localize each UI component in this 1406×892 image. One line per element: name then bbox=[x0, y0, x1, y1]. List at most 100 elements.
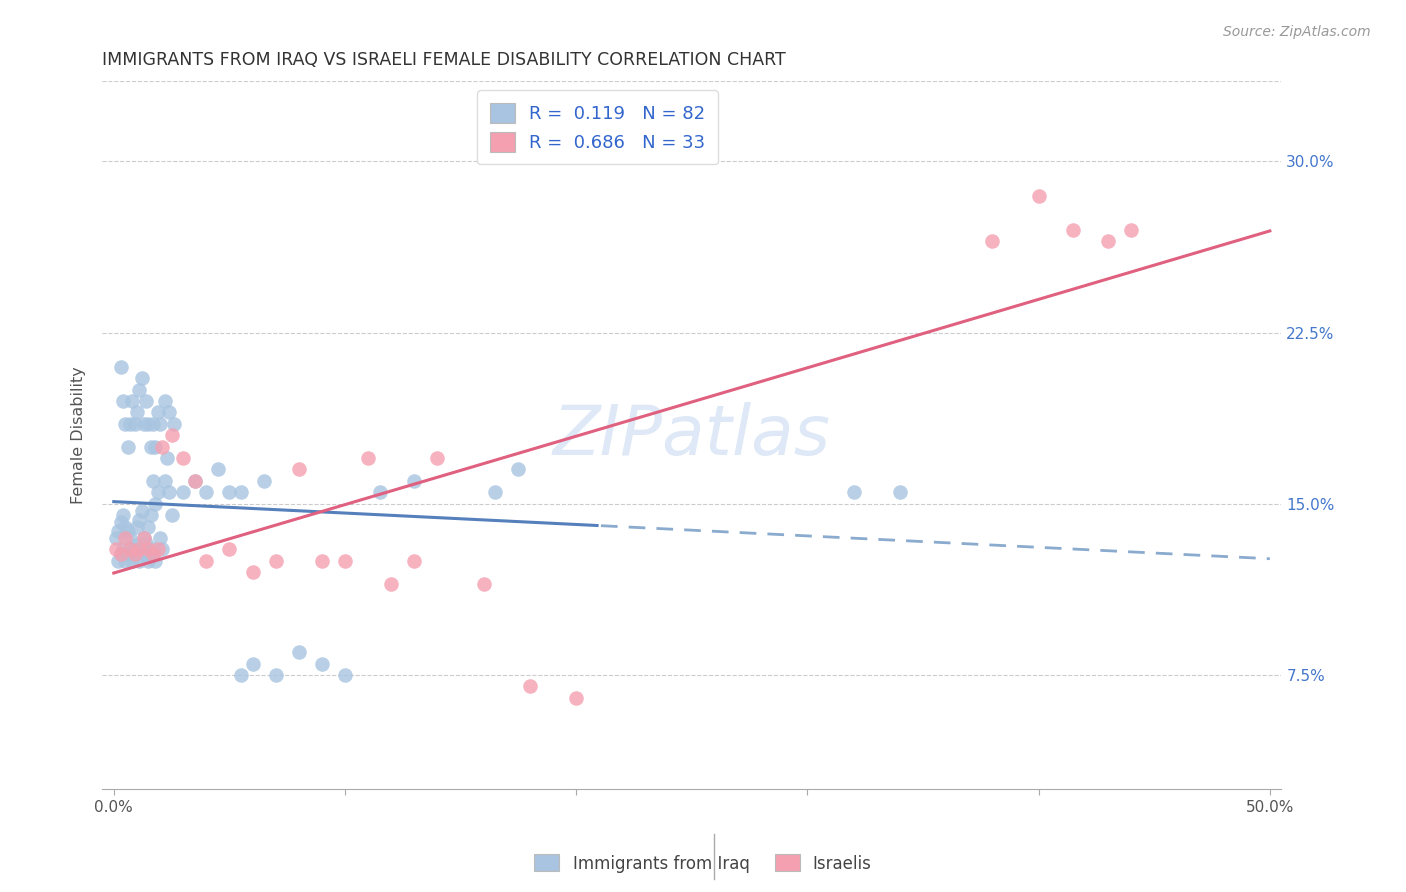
Point bbox=[333, 554, 356, 568]
Point bbox=[195, 485, 218, 500]
Point bbox=[150, 542, 173, 557]
Legend: R =  0.119   N = 82, R =  0.686   N = 33: R = 0.119 N = 82, R = 0.686 N = 33 bbox=[477, 90, 718, 164]
Point bbox=[153, 474, 176, 488]
Point bbox=[472, 576, 495, 591]
Point bbox=[287, 462, 309, 476]
Point bbox=[139, 547, 162, 561]
Point bbox=[142, 547, 165, 561]
Point bbox=[142, 417, 165, 431]
Point bbox=[142, 474, 165, 488]
Point bbox=[404, 474, 426, 488]
Point bbox=[311, 554, 333, 568]
Point bbox=[842, 485, 865, 500]
Point bbox=[107, 524, 129, 538]
Point bbox=[128, 542, 150, 557]
Point bbox=[114, 417, 136, 431]
Point bbox=[118, 531, 141, 545]
Point bbox=[110, 547, 132, 561]
Point bbox=[145, 440, 167, 454]
Point bbox=[132, 417, 155, 431]
Point bbox=[172, 485, 194, 500]
Point bbox=[368, 485, 391, 500]
Point bbox=[117, 547, 139, 561]
Point bbox=[160, 428, 183, 442]
Point bbox=[114, 554, 136, 568]
Point bbox=[380, 576, 402, 591]
Point bbox=[110, 547, 132, 561]
Point bbox=[132, 531, 155, 545]
Point bbox=[135, 535, 157, 549]
Point bbox=[131, 371, 153, 385]
Y-axis label: Female Disability: Female Disability bbox=[72, 367, 86, 504]
Point bbox=[145, 554, 167, 568]
Point bbox=[149, 531, 172, 545]
Point bbox=[142, 542, 165, 557]
Point bbox=[107, 554, 129, 568]
Point bbox=[111, 542, 134, 557]
Point bbox=[253, 474, 276, 488]
Point bbox=[125, 542, 148, 557]
Point bbox=[229, 668, 252, 682]
Point bbox=[195, 554, 218, 568]
Point bbox=[118, 542, 141, 557]
Point bbox=[110, 359, 132, 374]
Text: Source: ZipAtlas.com: Source: ZipAtlas.com bbox=[1223, 25, 1371, 39]
Text: IMMIGRANTS FROM IRAQ VS ISRAELI FEMALE DISABILITY CORRELATION CHART: IMMIGRANTS FROM IRAQ VS ISRAELI FEMALE D… bbox=[103, 51, 786, 69]
Point bbox=[128, 513, 150, 527]
Point bbox=[1119, 223, 1142, 237]
Point bbox=[111, 508, 134, 523]
Point bbox=[981, 234, 1004, 248]
Point bbox=[146, 405, 169, 419]
Point bbox=[114, 531, 136, 545]
Point bbox=[117, 440, 139, 454]
Point bbox=[105, 542, 128, 557]
Point bbox=[139, 440, 162, 454]
Point bbox=[105, 531, 128, 545]
Point bbox=[121, 554, 143, 568]
Point bbox=[156, 451, 179, 466]
Point bbox=[508, 462, 530, 476]
Point bbox=[146, 485, 169, 500]
Point bbox=[183, 474, 205, 488]
Point bbox=[138, 554, 160, 568]
Point bbox=[149, 417, 172, 431]
Point bbox=[218, 542, 240, 557]
Point bbox=[404, 554, 426, 568]
Point bbox=[484, 485, 506, 500]
Point bbox=[242, 657, 264, 671]
Point bbox=[153, 394, 176, 409]
Point bbox=[242, 566, 264, 580]
Point bbox=[110, 515, 132, 529]
Point bbox=[132, 531, 155, 545]
Point bbox=[889, 485, 911, 500]
Point bbox=[139, 508, 162, 523]
Point bbox=[1062, 223, 1084, 237]
Point bbox=[145, 497, 167, 511]
Text: ZIPatlas: ZIPatlas bbox=[553, 401, 831, 468]
Point bbox=[183, 474, 205, 488]
Point bbox=[311, 657, 333, 671]
Point bbox=[264, 554, 287, 568]
Point bbox=[135, 547, 157, 561]
Point bbox=[157, 485, 180, 500]
Point bbox=[287, 645, 309, 659]
Point bbox=[333, 668, 356, 682]
Point bbox=[1028, 188, 1050, 202]
Point bbox=[146, 542, 169, 557]
Point bbox=[150, 440, 173, 454]
Point bbox=[124, 547, 146, 561]
Point bbox=[121, 542, 143, 557]
Point bbox=[357, 451, 380, 466]
Point bbox=[160, 508, 183, 523]
Point bbox=[135, 394, 157, 409]
Point bbox=[218, 485, 240, 500]
Point bbox=[138, 519, 160, 533]
Point bbox=[111, 394, 134, 409]
Point bbox=[124, 417, 146, 431]
Legend: Immigrants from Iraq, Israelis: Immigrants from Iraq, Israelis bbox=[527, 847, 879, 880]
Point bbox=[131, 503, 153, 517]
Point bbox=[124, 547, 146, 561]
Point bbox=[125, 405, 148, 419]
Point bbox=[426, 451, 449, 466]
Point bbox=[207, 462, 229, 476]
